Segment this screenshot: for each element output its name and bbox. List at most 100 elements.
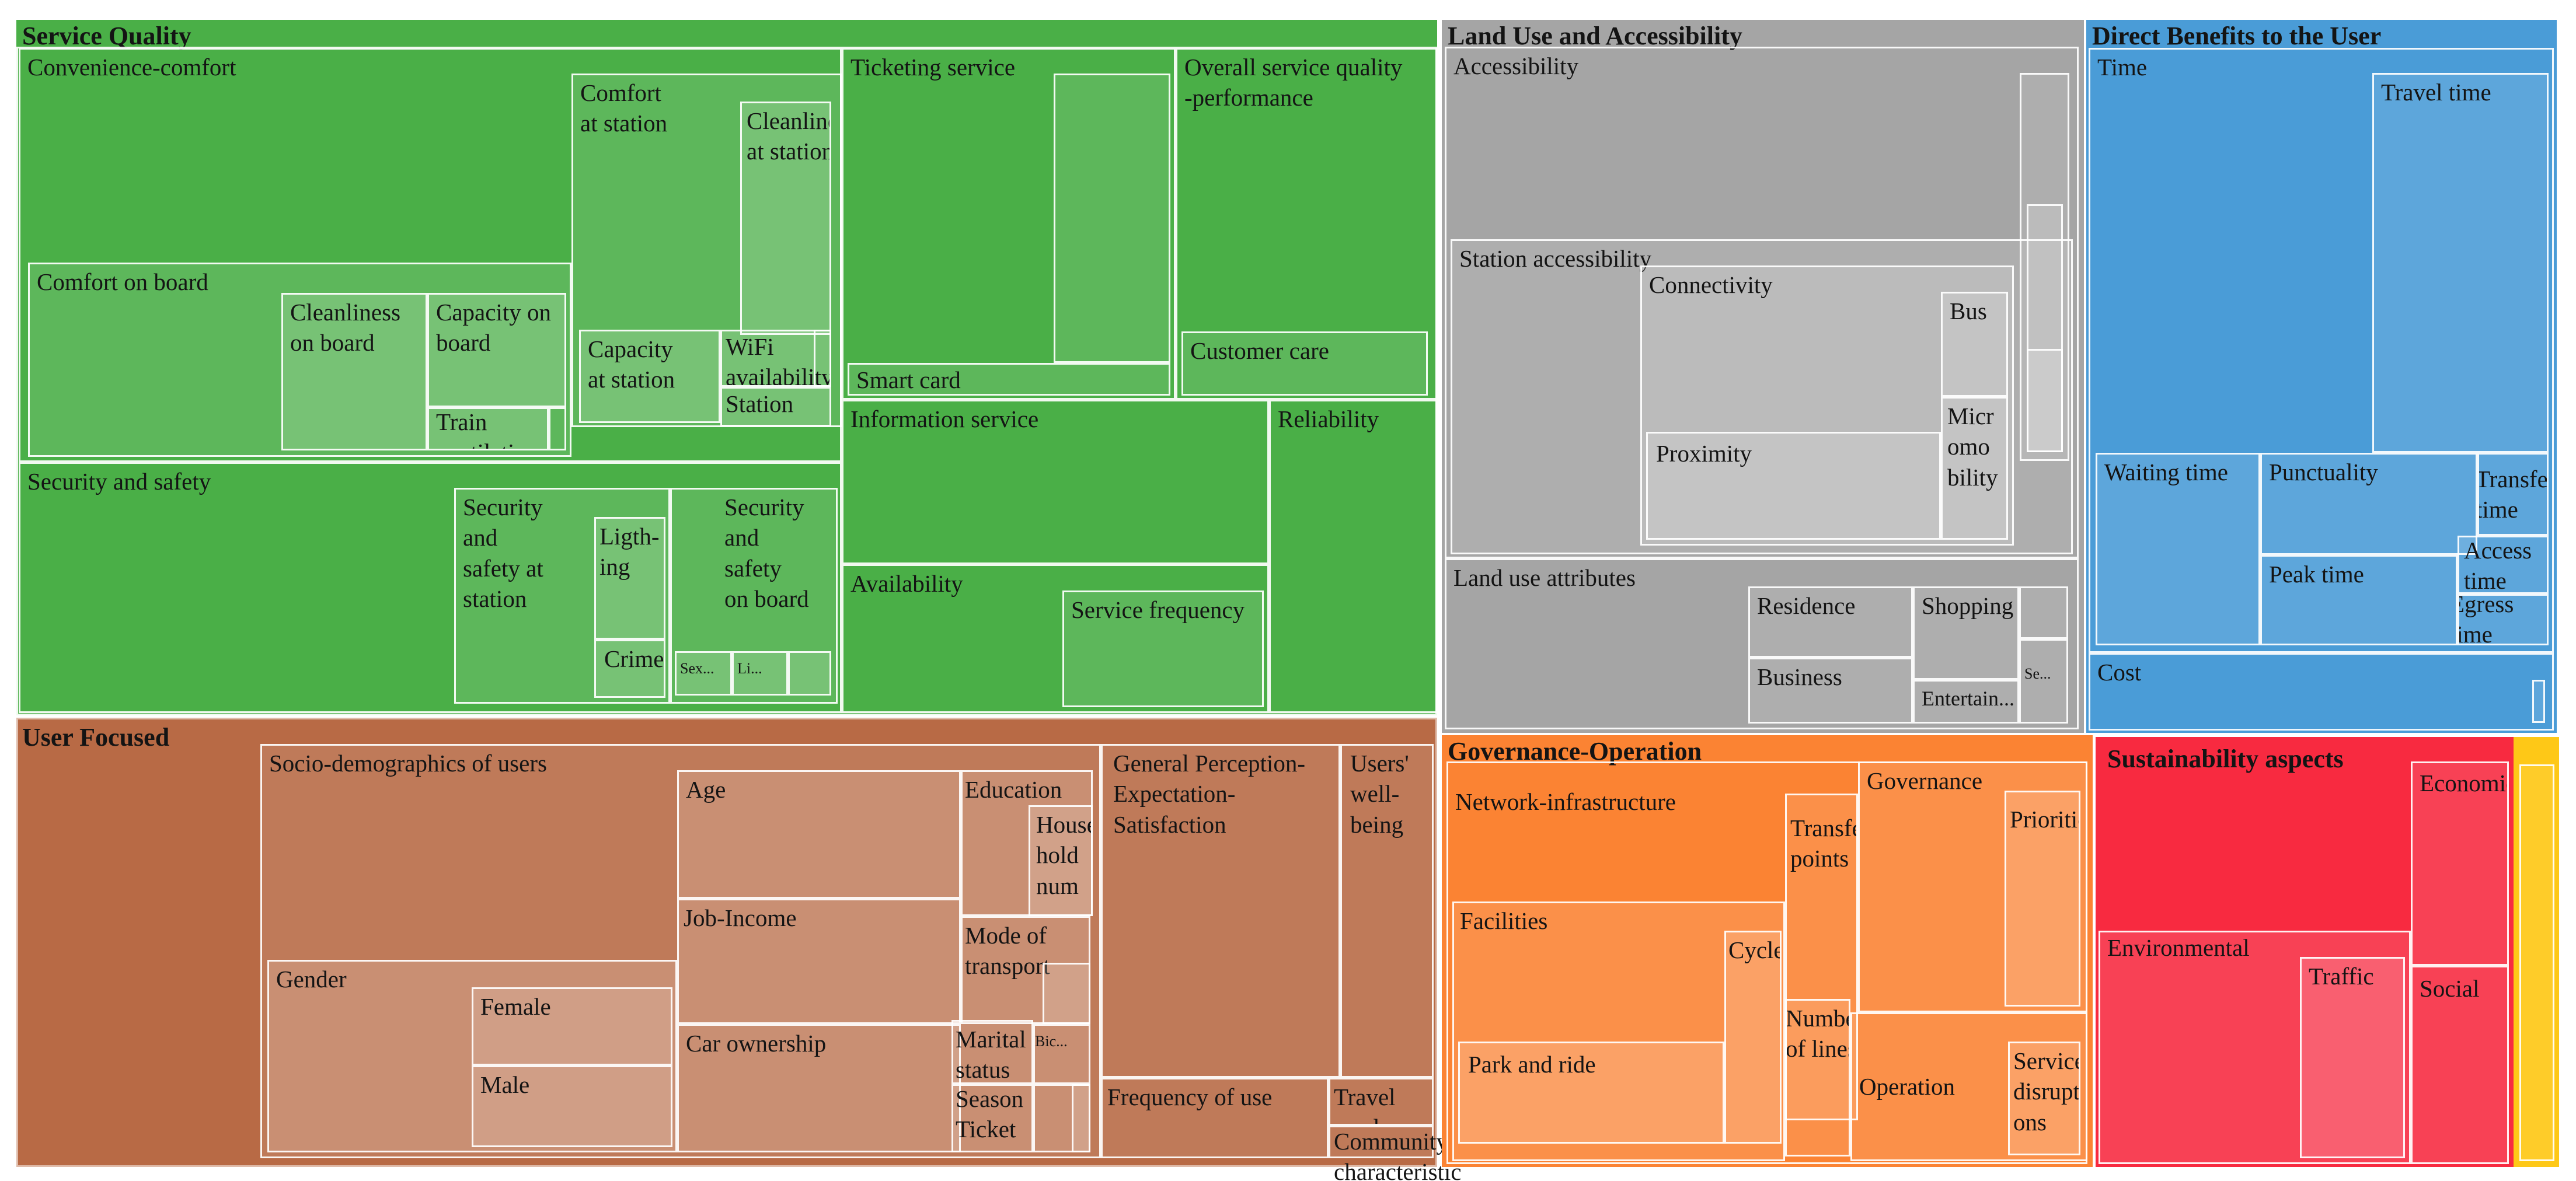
tile-transfer-points[interactable]: Transfer points [1785, 794, 1858, 1120]
tile-train-ventilation[interactable]: Train ventilation [427, 407, 549, 450]
tile-connectivity[interactable]: Connectivity [1640, 265, 2014, 546]
tile-economic[interactable]: Economic [2411, 761, 2509, 966]
tile-priorities[interactable]: Priorities [2005, 791, 2080, 1007]
tile-mode-of-transport[interactable]: Mode of transport [961, 916, 1090, 1024]
tile-bic[interactable]: Bic... [1033, 1024, 1090, 1084]
tile-travel-needs[interactable]: Travel needs [1329, 1078, 1434, 1126]
tile-shopping[interactable]: Shopping [1913, 586, 2019, 680]
tile-overall-quality[interactable]: Overall service quality -performance [1176, 48, 1437, 400]
tile-household-num[interactable]: House hold num [1029, 805, 1093, 916]
tile-unlabeled-subcategory[interactable] [2519, 764, 2554, 1161]
tile-peak-time[interactable]: Peak time [2260, 555, 2458, 645]
tile-misc-board[interactable] [549, 407, 566, 450]
tile-accessibility[interactable]: Accessibility [1445, 47, 2079, 558]
tile-smart-card[interactable]: Smart card [848, 363, 1170, 396]
tile-ticketing-sub[interactable] [1054, 74, 1170, 363]
tile-operation[interactable]: Operation [1850, 1012, 2087, 1161]
tile-facilities[interactable]: Facilities [1452, 902, 1785, 1161]
tile-access-minor-3[interactable] [2027, 349, 2063, 452]
tile-crime[interactable]: Crime [594, 640, 665, 698]
tile-proximity[interactable]: Proximity [1646, 432, 1941, 540]
tile-direct-benefits[interactable]: Direct Benefits to the User [2086, 20, 2557, 733]
tile-capacity-on-board-label: Capacity on board [436, 299, 551, 357]
tile-entertainment[interactable]: Entertain... [1913, 680, 2019, 724]
tile-transfer-time[interactable]: Transfer time [2477, 453, 2549, 536]
tile-reliability[interactable]: Reliability [1269, 400, 1437, 713]
tile-land-use-attributes-label: Land use attributes [1453, 564, 1636, 591]
tile-comfort-on-board-label: Comfort on board [37, 268, 208, 295]
tile-residence[interactable]: Residence [1748, 586, 1913, 658]
tile-availability[interactable]: Availability [842, 564, 1269, 713]
tile-social[interactable]: Social [2411, 966, 2509, 1164]
tile-female[interactable]: Female [472, 987, 672, 1065]
tile-security-at-station[interactable]: Security and safety at station [454, 488, 670, 704]
tile-security-at-station-label: Security and safety at station [463, 494, 543, 613]
tile-cost-minor[interactable] [2532, 680, 2545, 723]
tile-business[interactable]: Business [1748, 658, 1913, 724]
tile-sex[interactable]: Sex... [675, 651, 732, 696]
tile-misc-security[interactable] [788, 651, 831, 696]
tile-land-use[interactable]: Land Use and Accessibility [1442, 20, 2084, 733]
tile-park-and-ride[interactable]: Park and ride [1458, 1042, 1724, 1144]
tile-egress-time[interactable]: Egress time [2458, 594, 2549, 645]
tile-age[interactable]: Age [677, 770, 961, 899]
tile-security-on-board[interactable]: Security and safety on board [670, 488, 838, 704]
tile-convenience-comfort[interactable]: Convenience-comfort [19, 48, 842, 462]
tile-station-ventilation[interactable]: Station ventilation [720, 387, 831, 427]
tile-lighting[interactable]: Ligth- ing [594, 517, 665, 640]
tile-general-perception[interactable]: General Perception- Expectation- Satisfa… [1101, 744, 1340, 1078]
tile-misc-demographics[interactable] [1033, 1084, 1090, 1152]
tile-traffic[interactable]: Traffic [2300, 957, 2405, 1158]
tile-marital-status[interactable]: Marital status [951, 1020, 1033, 1084]
tile-punctuality[interactable]: Punctuality [2260, 453, 2477, 555]
tile-governance[interactable]: Governance [1858, 761, 2087, 1012]
tile-security-on-board-label: Security and safety on board [724, 494, 809, 613]
tile-service-frequency[interactable]: Service frequency [1062, 590, 1264, 707]
tile-se[interactable]: Se... [2019, 639, 2068, 724]
tile-service-disruptions[interactable]: Service disrupti ons [2008, 1042, 2080, 1155]
tile-information-service[interactable]: Information service [842, 400, 1269, 564]
tile-wifi-availability[interactable]: WiFi availability [720, 330, 831, 387]
tile-capacity-at-station[interactable]: Capacity at station [579, 330, 720, 423]
tile-community[interactable]: Community characteristic [1329, 1126, 1462, 1181]
tile-misc-station[interactable] [814, 330, 831, 387]
tile-ticketing-service[interactable]: Ticketing service [842, 48, 1176, 400]
tile-car-ownership[interactable]: Car ownership [677, 1024, 961, 1152]
tile-cleanliness-on-board[interactable]: Cleanliness on board [281, 293, 427, 450]
tile-education[interactable]: Education [961, 770, 1093, 916]
tile-customer-care[interactable]: Customer care [1181, 331, 1428, 396]
tile-frequency-of-use-label: Frequency of use [1107, 1084, 1273, 1110]
tile-travel-time[interactable]: Travel time [2372, 73, 2549, 453]
tile-cleanliness-at-station[interactable]: Cleanliness at station [740, 102, 831, 335]
tile-male[interactable]: Male [472, 1065, 672, 1147]
tile-season-ticket[interactable]: Season Ticket [951, 1084, 1033, 1152]
tile-time[interactable]: Time [2089, 48, 2554, 653]
tile-waiting-time[interactable]: Waiting time [2096, 453, 2260, 645]
tile-access-time[interactable]: Access time [2458, 536, 2549, 594]
tile-number-of-lines[interactable]: Number of lines [1785, 999, 1850, 1156]
tile-cost[interactable]: Cost [2089, 653, 2554, 731]
tile-comfort-at-station[interactable]: Comfort at station [571, 74, 842, 427]
tile-user-focused[interactable]: User Focused [16, 718, 1437, 1167]
tile-se-label: Se... [2024, 665, 2051, 682]
tile-li[interactable]: Li... [732, 651, 788, 696]
tile-unlabeled-category[interactable] [2514, 737, 2559, 1167]
tile-cleanliness-on-board-label: Cleanliness on board [290, 299, 401, 357]
tile-frequency-of-use[interactable]: Frequency of use [1101, 1078, 1329, 1158]
tile-capacity-on-board[interactable]: Capacity on board [427, 293, 566, 407]
tile-sustainability[interactable]: Sustainability aspects [2096, 737, 2514, 1167]
tile-land-use-minor[interactable] [2019, 586, 2068, 639]
tile-service-quality[interactable]: Service Quality [16, 20, 1437, 715]
tile-bus[interactable]: Bus [1941, 292, 2008, 397]
tile-mode-minor[interactable] [1043, 963, 1090, 1024]
tile-users-wellbeing[interactable]: Users' well- being [1340, 744, 1434, 1078]
tile-security-safety[interactable]: Security and safety [19, 462, 842, 713]
tile-misc-demographics-2[interactable] [1072, 1084, 1090, 1152]
tile-governance-operation[interactable]: Governance-Operation [1442, 735, 2093, 1167]
tile-environmental[interactable]: Environmental [2099, 931, 2411, 1164]
tile-cycle[interactable]: Cycle [1724, 931, 1782, 1144]
tile-land-use-attributes[interactable]: Land use attributes [1445, 558, 2079, 729]
tile-job-income[interactable]: Job-Income [677, 899, 961, 1024]
tile-micromobility[interactable]: Micr omo bility [1941, 397, 2008, 540]
tile-comfort-on-board[interactable]: Comfort on board [28, 263, 571, 457]
